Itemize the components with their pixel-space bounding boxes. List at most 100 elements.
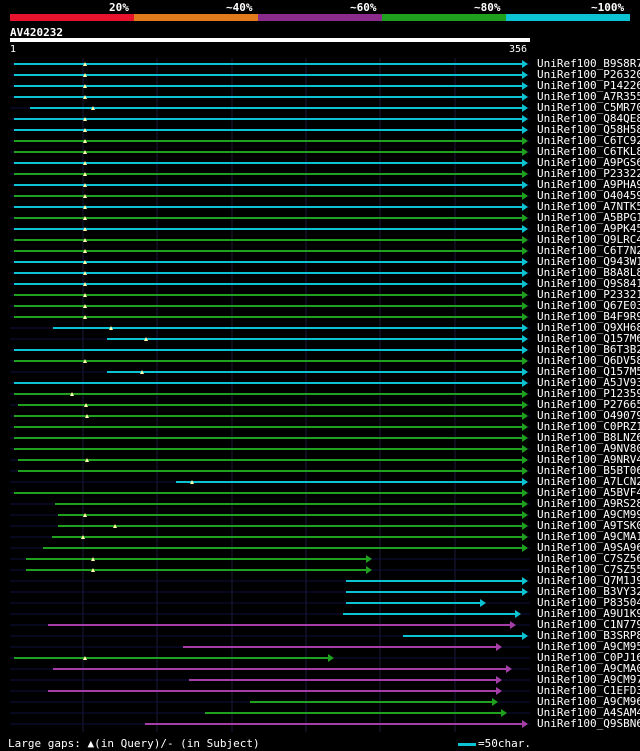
hit-link[interactable]: UniRef100_B3SRP8 [537, 629, 640, 642]
hit-bar[interactable] [189, 679, 498, 681]
hit-link[interactable]: UniRef100_A9TSK0 [537, 519, 640, 532]
hit-link[interactable]: UniRef100_Q9S841 [537, 277, 640, 290]
hit-link[interactable]: UniRef100_Q67E03 [537, 299, 640, 312]
hit-bar[interactable] [14, 261, 524, 263]
hit-bar[interactable] [26, 558, 368, 560]
hit-link[interactable]: UniRef100_A5BVF4 [537, 486, 640, 499]
hit-link[interactable]: UniRef100_C7SZ55 [537, 563, 640, 576]
hit-link[interactable]: UniRef100_P27665 [537, 398, 640, 411]
hit-bar[interactable] [145, 723, 524, 725]
hit-bar[interactable] [14, 283, 524, 285]
hit-link[interactable]: UniRef100_Q9XH68 [537, 321, 640, 334]
hit-link[interactable]: UniRef100_C0PJ16 [537, 651, 640, 664]
hit-link[interactable]: UniRef100_A9SA96 [537, 541, 640, 554]
hit-bar[interactable] [18, 459, 524, 461]
hit-link[interactable]: UniRef100_O49079 [537, 409, 640, 422]
hit-bar[interactable] [183, 646, 498, 648]
hit-link[interactable]: UniRef100_C6T7N2 [537, 244, 640, 257]
hit-link[interactable]: UniRef100_P14226 [537, 79, 640, 92]
hit-link[interactable]: UniRef100_P23322 [537, 167, 640, 180]
hit-bar[interactable] [14, 492, 524, 494]
hit-link[interactable]: UniRef100_Q84QE8 [537, 112, 640, 125]
hit-link[interactable]: UniRef100_A5JV93 [537, 376, 640, 389]
hit-link[interactable]: UniRef100_Q6DV58 [537, 354, 640, 367]
hit-link[interactable]: UniRef100_A9PGS6 [537, 156, 640, 169]
hit-bar[interactable] [52, 536, 524, 538]
hit-bar[interactable] [205, 712, 503, 714]
hit-link[interactable]: UniRef100_O40459 [537, 189, 640, 202]
hit-link[interactable]: UniRef100_A7NTK5 [537, 200, 640, 213]
hit-link[interactable]: UniRef100_A9U1K9 [537, 607, 640, 620]
hit-link[interactable]: UniRef100_A4SAM4 [537, 706, 640, 719]
hit-link[interactable]: UniRef100_A9NV80 [537, 442, 640, 455]
hit-link[interactable]: UniRef100_B8LNZ6 [537, 431, 640, 444]
hit-bar[interactable] [14, 239, 524, 241]
hit-link[interactable]: UniRef100_P26320 [537, 68, 640, 81]
hit-bar[interactable] [14, 305, 524, 307]
hit-link[interactable]: UniRef100_C6TC92 [537, 134, 640, 147]
hit-bar[interactable] [53, 327, 524, 329]
hit-bar[interactable] [58, 525, 524, 527]
hit-link[interactable]: UniRef100_A5BPG1 [537, 211, 640, 224]
hit-bar[interactable] [14, 206, 524, 208]
hit-bar[interactable] [107, 371, 524, 373]
hit-link[interactable]: UniRef100_Q943W1 [537, 255, 640, 268]
hit-link[interactable]: UniRef100_A9CM96 [537, 695, 640, 708]
hit-bar[interactable] [14, 184, 524, 186]
hit-bar[interactable] [107, 338, 524, 340]
hit-link[interactable]: UniRef100_Q7M1J9 [537, 574, 640, 587]
hit-bar[interactable] [30, 107, 524, 109]
hit-link[interactable]: UniRef100_A7LCN2 [537, 475, 640, 488]
hit-link[interactable]: UniRef100_A9CMA1 [537, 530, 640, 543]
hit-bar[interactable] [14, 195, 524, 197]
hit-bar[interactable] [14, 382, 524, 384]
hit-link[interactable]: UniRef100_P12359 [537, 387, 640, 400]
hit-link[interactable]: UniRef100_A9CM99 [537, 508, 640, 521]
hit-link[interactable]: UniRef100_C1EFD3 [537, 684, 640, 697]
hit-bar[interactable] [18, 470, 524, 472]
hit-link[interactable]: UniRef100_C5MR70 [537, 101, 640, 114]
hit-bar[interactable] [14, 250, 524, 252]
hit-link[interactable]: UniRef100_B8A8L8 [537, 266, 640, 279]
hit-bar[interactable] [14, 415, 524, 417]
hit-link[interactable]: UniRef100_Q58H58 [537, 123, 640, 136]
hit-bar[interactable] [14, 448, 524, 450]
hit-link[interactable]: UniRef100_P83504 [537, 596, 640, 609]
hit-link[interactable]: UniRef100_A9NRV4 [537, 453, 640, 466]
hit-bar[interactable] [43, 547, 524, 549]
hit-bar[interactable] [14, 272, 524, 274]
hit-bar[interactable] [14, 360, 524, 362]
hit-link[interactable]: UniRef100_B4F9R9 [537, 310, 640, 323]
hit-link[interactable]: UniRef100_Q9LRC4 [537, 233, 640, 246]
hit-link[interactable]: UniRef100_B5BT06 [537, 464, 640, 477]
hit-bar[interactable] [176, 481, 524, 483]
hit-bar[interactable] [346, 580, 524, 582]
hit-link[interactable]: UniRef100_C7SZ56 [537, 552, 640, 565]
hit-link[interactable]: UniRef100_B9S8R7 [537, 57, 640, 70]
hit-bar[interactable] [14, 85, 524, 87]
hit-bar[interactable] [14, 437, 524, 439]
hit-link[interactable]: UniRef100_P23321 [537, 288, 640, 301]
hit-link[interactable]: UniRef100_Q9SBN6 [537, 717, 640, 730]
hit-bar[interactable] [14, 151, 524, 153]
hit-bar[interactable] [14, 294, 524, 296]
hit-bar[interactable] [403, 635, 524, 637]
hit-bar[interactable] [26, 569, 368, 571]
hit-bar[interactable] [14, 173, 524, 175]
hit-bar[interactable] [14, 217, 524, 219]
hit-bar[interactable] [14, 96, 524, 98]
hit-bar[interactable] [14, 129, 524, 131]
hit-link[interactable]: UniRef100_Q157M6 [537, 332, 640, 345]
hit-bar[interactable] [14, 316, 524, 318]
hit-bar[interactable] [14, 63, 524, 65]
hit-bar[interactable] [14, 393, 524, 395]
hit-link[interactable]: UniRef100_B3VY32 [537, 585, 640, 598]
hit-bar[interactable] [48, 690, 498, 692]
hit-bar[interactable] [55, 503, 524, 505]
hit-bar[interactable] [58, 514, 524, 516]
hit-bar[interactable] [14, 349, 524, 351]
hit-bar[interactable] [14, 162, 524, 164]
hit-link[interactable]: UniRef100_A7R355 [537, 90, 640, 103]
hit-link[interactable]: UniRef100_Q157M5 [537, 365, 640, 378]
hit-bar[interactable] [346, 602, 482, 604]
